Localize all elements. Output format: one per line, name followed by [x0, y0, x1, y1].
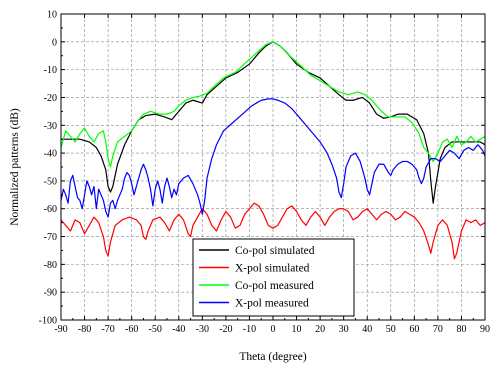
- y-tick-label: 10: [47, 10, 57, 21]
- y-tick-label: -90: [44, 288, 57, 299]
- x-tick-label: 90: [480, 324, 490, 335]
- series-line-3: [61, 41, 485, 168]
- x-tick-label: 50: [386, 324, 396, 335]
- x-tick-label: -50: [149, 324, 162, 335]
- axis-ticks: -90 -80 -70 -60 -50 -40 -30 -20 -10 0 10 20 30 40 50 60…: [39, 10, 490, 336]
- x-axis-title: Theta (degree): [239, 351, 307, 363]
- legend-label: X-pol measured: [235, 298, 309, 310]
- x-tick-label: -30: [196, 324, 209, 335]
- y-tick-label: -30: [44, 121, 57, 132]
- x-tick-label: -10: [243, 324, 256, 335]
- y-tick-label: -40: [44, 149, 57, 160]
- legend-label: X-pol simulated: [235, 263, 310, 275]
- x-tick-label: -40: [172, 324, 185, 335]
- y-tick-label: -20: [44, 93, 57, 104]
- legend: Co-pol simulated X-pol simulated Co-pol me…: [192, 238, 355, 317]
- x-tick-label: 30: [339, 324, 349, 335]
- y-tick-label: -10: [44, 65, 57, 76]
- legend-label: Co-pol measured: [235, 280, 314, 292]
- series-lines: [61, 41, 485, 260]
- y-tick-label: -60: [44, 204, 57, 215]
- series-line-2: [61, 202, 485, 260]
- series-line-4: [61, 98, 485, 218]
- y-axis-title: Normalized patterns (dB): [9, 108, 21, 226]
- legend-box: [192, 238, 355, 317]
- x-tick-label: 0: [271, 324, 276, 335]
- x-tick-label: -80: [78, 324, 91, 335]
- x-tick-label: 10: [292, 324, 302, 335]
- series-line-1: [61, 41, 485, 204]
- x-tick-label: -60: [125, 324, 138, 335]
- x-tick-label: -20: [219, 324, 232, 335]
- x-tick-label: 80: [456, 324, 466, 335]
- x-tick-label: 20: [315, 324, 325, 335]
- y-tick-label: -70: [44, 232, 57, 243]
- legend-label: Co-pol simulated: [235, 245, 315, 257]
- y-tick-label: -50: [44, 176, 57, 187]
- y-tick-label: 0: [52, 37, 57, 48]
- x-tick-label: 40: [362, 324, 372, 335]
- x-tick-label: -90: [54, 324, 67, 335]
- y-tick-label: -100: [39, 316, 57, 327]
- x-tick-label: -70: [101, 324, 114, 335]
- x-tick-label: 70: [433, 324, 443, 335]
- y-tick-label: -80: [44, 260, 57, 271]
- x-tick-label: 60: [409, 324, 419, 335]
